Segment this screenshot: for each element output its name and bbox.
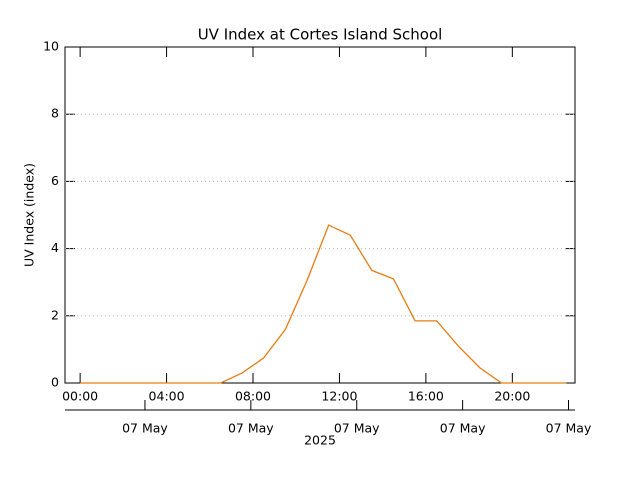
data-line <box>80 224 567 384</box>
plot-frame <box>64 46 576 384</box>
x2-axis-label: 2025 <box>304 433 336 448</box>
chart-title: UV Index at Cortes Island School <box>198 26 443 44</box>
x-tick-label: 12:00 <box>321 389 357 404</box>
x2-tick-label: 07 May <box>334 421 380 436</box>
y-axis-label: UV Index (index) <box>22 163 37 267</box>
x2-tick-label: 07 May <box>546 421 592 436</box>
y-tick-label: 2 <box>51 307 59 322</box>
x-tick-label: 00:00 <box>62 389 98 404</box>
y-tick-label: 8 <box>51 106 59 121</box>
y-tick-label: 4 <box>51 240 59 255</box>
x-tick-label: 16:00 <box>408 389 444 404</box>
y-tick-label: 6 <box>51 173 59 188</box>
y-tick-label: 10 <box>43 39 59 54</box>
x2-tick-label: 07 May <box>440 421 486 436</box>
x-tick-label: 20:00 <box>494 389 530 404</box>
x-tick-label: 08:00 <box>235 389 271 404</box>
y-tick-label: 0 <box>51 375 59 390</box>
x2-tick-label: 07 May <box>122 421 168 436</box>
x-tick-label: 04:00 <box>149 389 185 404</box>
x2-tick-label: 07 May <box>228 421 274 436</box>
